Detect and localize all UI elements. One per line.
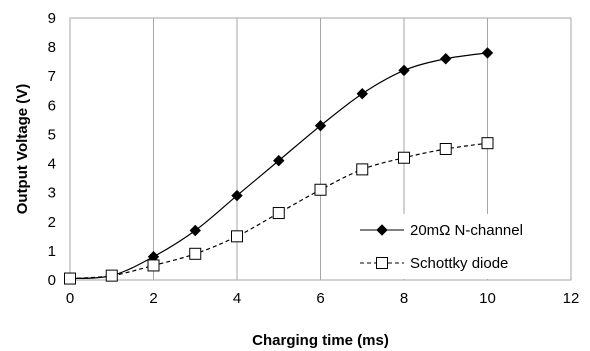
y-tick-label: 6 — [48, 97, 56, 114]
x-axis-title: Charging time (ms) — [252, 332, 389, 349]
series-line — [69, 142, 488, 280]
data-point-square — [272, 207, 285, 220]
data-point-square — [105, 269, 118, 282]
data-point-square — [398, 151, 410, 164]
y-tick-label: 8 — [48, 39, 56, 56]
x-tick-label: 8 — [400, 290, 408, 307]
y-tick-label: 4 — [48, 156, 56, 173]
data-point-diamond — [314, 120, 327, 132]
series-group — [64, 47, 494, 285]
x-axis-tick-labels: 0 2 4 6 8 10 12 — [66, 290, 580, 307]
data-point-diamond — [273, 154, 285, 167]
data-point-diamond — [189, 224, 201, 237]
data-point-square — [231, 230, 243, 243]
y-axis-tick-labels: 0 1 2 3 4 5 6 7 8 9 — [48, 10, 56, 289]
legend-box — [352, 214, 569, 279]
data-point-diamond — [481, 47, 494, 59]
y-tick-label: 5 — [48, 126, 56, 143]
x-tick-label: 10 — [479, 290, 496, 307]
x-tick-label: 4 — [233, 290, 241, 307]
data-point-square — [481, 137, 494, 150]
y-tick-label: 2 — [48, 214, 56, 231]
data-point-square — [64, 272, 76, 285]
data-point-square — [314, 183, 327, 196]
legend-marker-diamond — [376, 224, 388, 236]
y-tick-label: 0 — [48, 272, 56, 289]
y-axis-title: Output Voltage (V) — [14, 84, 31, 215]
x-tick-label: 0 — [66, 290, 74, 307]
y-tick-label: 1 — [48, 243, 56, 260]
x-tick-label: 12 — [563, 290, 580, 307]
data-point-square — [147, 259, 160, 272]
data-point-diamond — [440, 53, 452, 65]
x-tick-label: 6 — [316, 290, 324, 307]
data-point-diamond — [356, 87, 368, 100]
legend-label-schottky: Schottky diode — [410, 255, 508, 272]
y-tick-label: 7 — [48, 68, 56, 85]
data-point-diamond — [398, 64, 410, 77]
x-tick-label: 2 — [149, 290, 157, 307]
plot-area-border — [69, 17, 572, 281]
data-point-square — [439, 143, 452, 155]
y-tick-label: 9 — [48, 10, 56, 27]
legend-marker-square — [376, 257, 388, 269]
data-point-diamond — [231, 189, 243, 202]
data-point-square — [356, 163, 369, 176]
y-tick-label: 3 — [48, 185, 56, 202]
legend-label-n-channel: 20mΩ N-channel — [410, 222, 523, 239]
legend: 20mΩ N-channel Schottky diode — [352, 214, 569, 279]
data-point-square — [189, 247, 202, 260]
